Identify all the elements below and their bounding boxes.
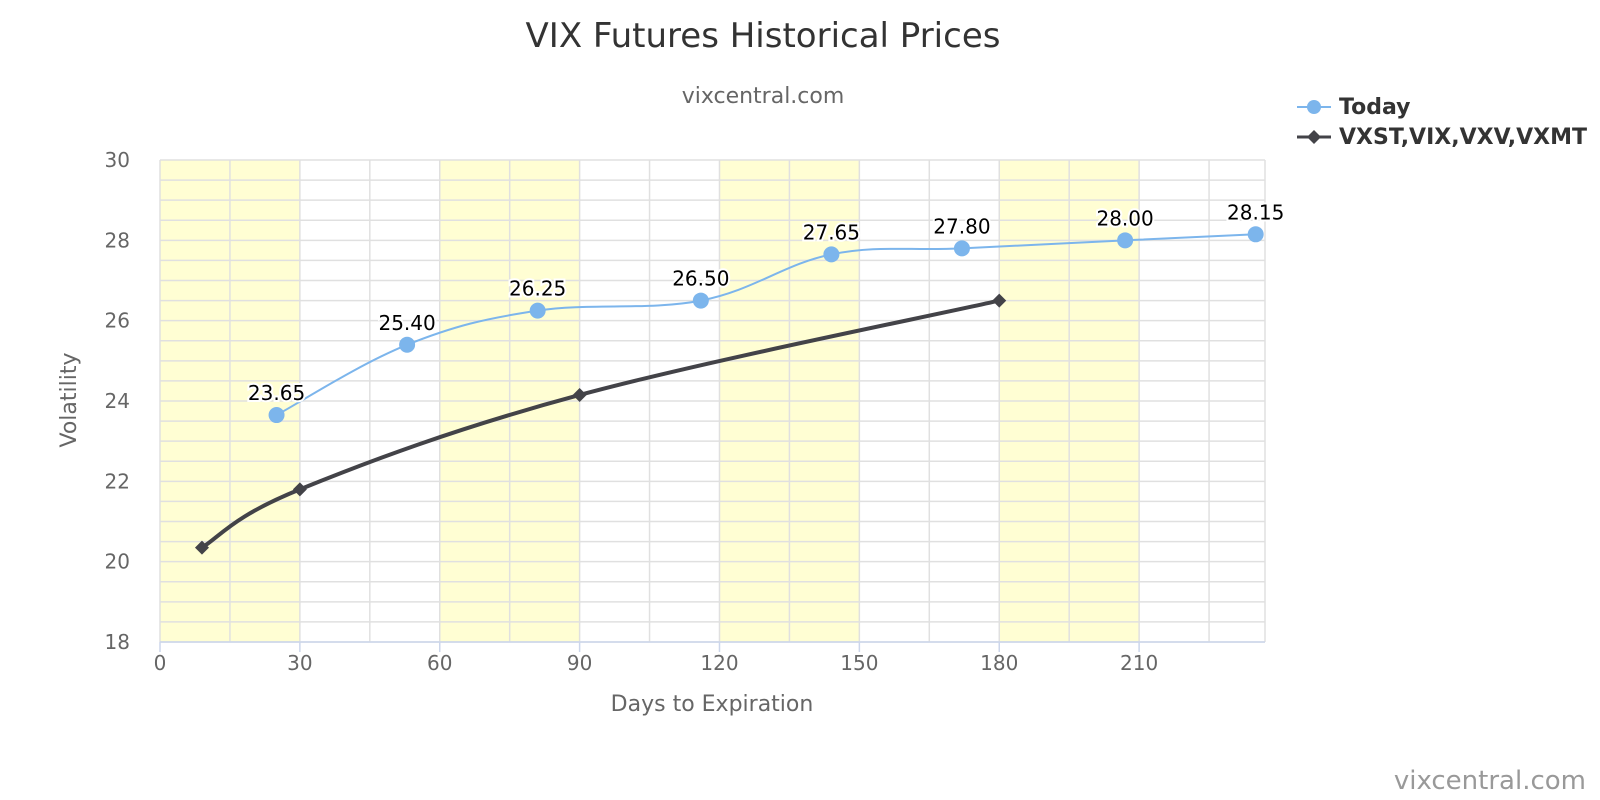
series-line-vix-indexes (200, 298, 1000, 550)
y-tick-label: 30 (105, 148, 130, 172)
data-label-today: 26.25 (509, 277, 566, 301)
series-line-today (276, 233, 1256, 416)
watermark: vixcentral.com (1393, 766, 1586, 796)
data-label-today: 25.40 (378, 311, 435, 335)
chart-subtitle: vixcentral.com (682, 84, 845, 109)
data-point-vix-indexes (292, 482, 307, 497)
data-point-today (529, 302, 546, 319)
legend-item-today[interactable]: Today (1295, 92, 1587, 122)
legend-circle-marker-icon (1297, 100, 1331, 114)
data-label-today: 23.65 (248, 381, 305, 405)
x-tick-label: 30 (287, 651, 312, 675)
y-tick-label: 24 (105, 389, 130, 413)
data-point-today (692, 292, 709, 309)
data-label-today: 26.50 (672, 267, 729, 291)
legend: Today VXST,VIX,VXV,VXMT (1295, 92, 1587, 152)
x-tick-label: 150 (840, 651, 878, 675)
x-tick-label: 120 (700, 651, 738, 675)
legend-label-vix-indexes: VXST,VIX,VXV,VXMT (1339, 124, 1588, 150)
data-point-today (268, 407, 285, 424)
data-point-today (823, 246, 840, 263)
data-point-today (1247, 226, 1264, 243)
data-point-vix-indexes (992, 293, 1007, 308)
x-tick-label: 0 (154, 651, 167, 675)
y-tick-label: 22 (105, 469, 130, 493)
y-axis-title: Volatility (57, 352, 82, 447)
data-point-today (399, 336, 416, 353)
legend-item-vix-indexes[interactable]: VXST,VIX,VXV,VXMT (1295, 122, 1587, 152)
x-tick-label: 90 (567, 651, 592, 675)
chart-title: VIX Futures Historical Prices (526, 16, 1001, 56)
y-tick-label: 20 (105, 550, 130, 574)
data-point-today (1117, 232, 1134, 249)
data-point-today (953, 240, 970, 257)
data-label-today: 28.00 (1096, 206, 1153, 230)
data-label-today: 27.80 (933, 214, 990, 238)
data-label-today: 27.65 (803, 220, 860, 244)
legend-diamond-marker-icon (1297, 130, 1331, 144)
y-tick-label: 26 (105, 309, 130, 333)
legend-label-today: Today (1339, 94, 1411, 120)
y-tick-label: 18 (105, 630, 130, 654)
x-tick-label: 180 (980, 651, 1018, 675)
data-label-today: 28.15 (1227, 200, 1284, 224)
y-tick-label: 28 (105, 228, 130, 252)
x-tick-label: 210 (1120, 651, 1158, 675)
x-tick-label: 60 (427, 651, 452, 675)
data-point-vix-indexes (194, 540, 209, 555)
x-axis-title: Days to Expiration (611, 692, 814, 717)
data-point-vix-indexes (572, 387, 587, 402)
